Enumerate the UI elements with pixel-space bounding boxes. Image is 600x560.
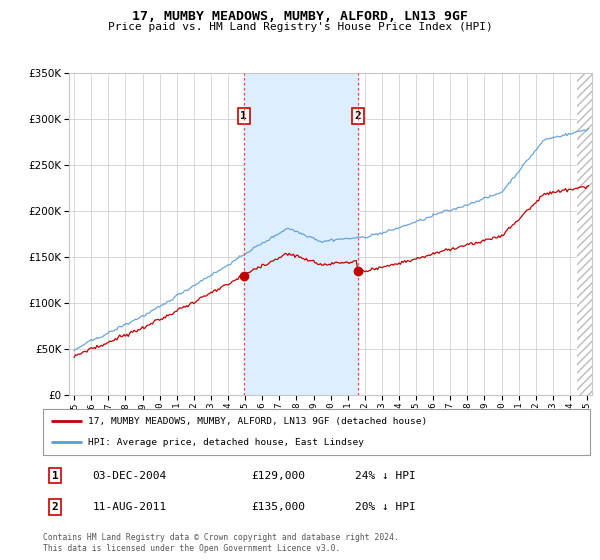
Text: 1: 1 [52,470,59,480]
Text: Price paid vs. HM Land Registry's House Price Index (HPI): Price paid vs. HM Land Registry's House … [107,22,493,32]
Text: £135,000: £135,000 [251,502,305,512]
Bar [244,73,358,395]
Text: 03-DEC-2004: 03-DEC-2004 [92,470,167,480]
Text: 17, MUMBY MEADOWS, MUMBY, ALFORD, LN13 9GF (detached house): 17, MUMBY MEADOWS, MUMBY, ALFORD, LN13 9… [88,417,427,426]
Text: 20% ↓ HPI: 20% ↓ HPI [355,502,416,512]
Text: 17, MUMBY MEADOWS, MUMBY, ALFORD, LN13 9GF: 17, MUMBY MEADOWS, MUMBY, ALFORD, LN13 9… [132,10,468,23]
Text: 2: 2 [52,502,59,512]
Text: 2: 2 [354,111,361,122]
Bar [577,73,592,395]
Text: HPI: Average price, detached house, East Lindsey: HPI: Average price, detached house, East… [88,438,364,447]
Bar [577,73,592,395]
Text: 11-AUG-2011: 11-AUG-2011 [92,502,167,512]
Text: £129,000: £129,000 [251,470,305,480]
Text: 24% ↓ HPI: 24% ↓ HPI [355,470,416,480]
Text: 1: 1 [241,111,247,122]
FancyBboxPatch shape [43,409,590,455]
Text: Contains HM Land Registry data © Crown copyright and database right 2024.
This d: Contains HM Land Registry data © Crown c… [43,533,399,553]
